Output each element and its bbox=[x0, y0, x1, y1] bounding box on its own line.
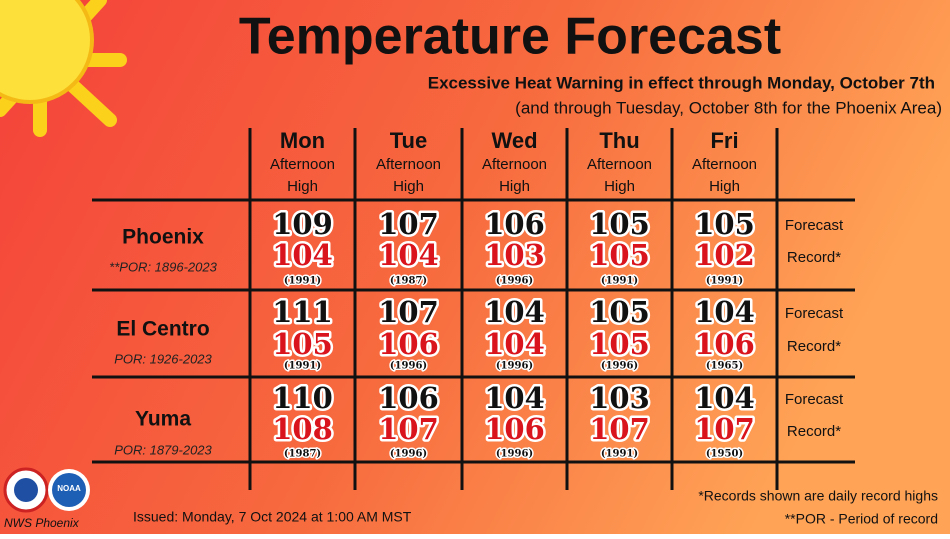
forecast-high: 104 bbox=[484, 295, 545, 329]
header-sub: High bbox=[287, 178, 318, 195]
record-high: 104 bbox=[272, 238, 333, 272]
record-year: (1991) bbox=[601, 276, 638, 287]
day-header: Mon bbox=[280, 128, 325, 153]
record-high: 105 bbox=[272, 327, 333, 361]
header-sub: Afternoon bbox=[692, 156, 757, 173]
period-of-record: **POR: 1896-2023 bbox=[109, 259, 217, 274]
svg-text:NOAA: NOAA bbox=[57, 484, 81, 493]
record-high: 105 bbox=[589, 327, 650, 361]
record-high: 106 bbox=[484, 412, 545, 446]
record-high: 108 bbox=[272, 412, 333, 446]
header-sub: High bbox=[604, 178, 635, 195]
record-high: 104 bbox=[484, 327, 545, 361]
forecast-high: 107 bbox=[378, 207, 439, 241]
forecast-high: 105 bbox=[694, 207, 755, 241]
forecast-high: 109 bbox=[272, 207, 333, 241]
header-sub: Afternoon bbox=[270, 156, 335, 173]
row-label: Record* bbox=[787, 338, 841, 355]
day-header: Fri bbox=[710, 128, 738, 153]
record-high: 106 bbox=[694, 327, 755, 361]
record-year: (1991) bbox=[284, 276, 321, 287]
record-year: (1965) bbox=[706, 361, 743, 372]
record-year: (1991) bbox=[284, 361, 321, 372]
record-high: 107 bbox=[378, 412, 439, 446]
record-high: 106 bbox=[378, 327, 439, 361]
record-year: (1991) bbox=[706, 276, 743, 287]
forecast-high: 106 bbox=[484, 207, 545, 241]
record-high: 102 bbox=[694, 238, 755, 272]
forecast-high: 105 bbox=[589, 295, 650, 329]
period-of-record: POR: 1879-2023 bbox=[114, 442, 212, 457]
footnote: **POR - Period of record bbox=[785, 511, 938, 527]
forecast-high: 104 bbox=[694, 381, 755, 415]
issued: Issued: Monday, 7 Oct 2024 at 1:00 AM MS… bbox=[133, 509, 412, 525]
header-sub: Afternoon bbox=[587, 156, 652, 173]
record-high: 107 bbox=[589, 412, 650, 446]
record-year: (1996) bbox=[496, 276, 533, 287]
header-sub: Afternoon bbox=[482, 156, 547, 173]
day-header: Tue bbox=[390, 128, 427, 153]
subnote: (and through Tuesday, October 8th for th… bbox=[515, 98, 942, 117]
header-sub: High bbox=[499, 178, 530, 195]
table-grid bbox=[92, 128, 855, 490]
record-high: 104 bbox=[378, 238, 439, 272]
forecast-high: 104 bbox=[484, 381, 545, 415]
record-high: 103 bbox=[484, 238, 545, 272]
header-sub: High bbox=[393, 178, 424, 195]
city-name: Yuma bbox=[135, 408, 191, 431]
row-label: Forecast bbox=[785, 391, 844, 408]
row-label: Record* bbox=[787, 249, 841, 266]
subtitle: Excessive Heat Warning in effect through… bbox=[428, 73, 935, 92]
day-header: Thu bbox=[599, 128, 639, 153]
logos: NOAA bbox=[3, 467, 90, 513]
forecast-high: 110 bbox=[272, 381, 333, 415]
record-year: (1996) bbox=[601, 361, 638, 372]
sun bbox=[0, 0, 127, 137]
forecast-high: 106 bbox=[378, 381, 439, 415]
record-year: (1996) bbox=[390, 449, 427, 460]
record-year: (1987) bbox=[284, 449, 321, 460]
forecast-high: 111 bbox=[272, 295, 333, 329]
forecast-high: 107 bbox=[378, 295, 439, 329]
forecast-high: 104 bbox=[694, 295, 755, 329]
record-high: 105 bbox=[589, 238, 650, 272]
forecast-high: 103 bbox=[589, 381, 650, 415]
row-label: Forecast bbox=[785, 217, 844, 234]
header-sub: High bbox=[709, 178, 740, 195]
day-header: Wed bbox=[491, 128, 537, 153]
record-year: (1987) bbox=[390, 276, 427, 287]
forecast-high: 105 bbox=[589, 207, 650, 241]
header-sub: Afternoon bbox=[376, 156, 441, 173]
row-label: Forecast bbox=[785, 305, 844, 322]
record-year: (1991) bbox=[601, 449, 638, 460]
record-year: (1996) bbox=[496, 361, 533, 372]
office: NWS Phoenix bbox=[4, 516, 80, 530]
record-year: (1996) bbox=[496, 449, 533, 460]
record-high: 107 bbox=[694, 412, 755, 446]
record-year: (1996) bbox=[390, 361, 427, 372]
period-of-record: POR: 1926-2023 bbox=[114, 351, 212, 366]
title: Temperature Forecast bbox=[239, 8, 781, 66]
row-label: Record* bbox=[787, 423, 841, 440]
footnote: *Records shown are daily record highs bbox=[698, 488, 938, 504]
record-year: (1950) bbox=[706, 449, 743, 460]
city-name: Phoenix bbox=[122, 226, 204, 249]
city-name: El Centro bbox=[116, 318, 209, 341]
